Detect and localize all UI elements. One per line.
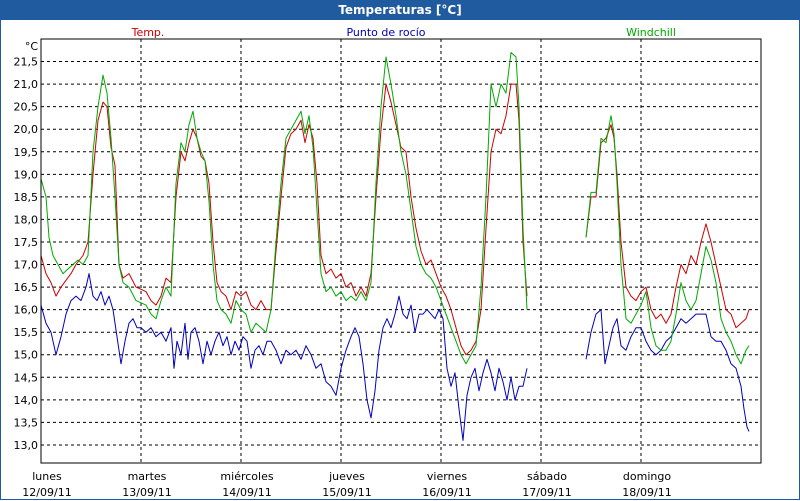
axis-labels: 13,0 13,5 14,0 14,5 15,0 15,5 16,0 16,5 17,0 17,5… [14, 40, 672, 499]
series-line-temp [585, 124, 750, 329]
y-tick-label: 18,5 [14, 191, 39, 204]
plot-frame [40, 38, 762, 464]
legend-dew-point: Punto de rocío [346, 26, 425, 39]
x-tick-date-label: 14/09/11 [222, 486, 271, 499]
x-tick-day-label: jueves [328, 470, 365, 483]
y-tick-label: 18,0 [14, 213, 39, 226]
y-tick-label: 15,5 [14, 326, 39, 339]
y-tick-label: 14,0 [14, 394, 39, 407]
series-lines [40, 52, 750, 441]
legend-windchill: Windchill [626, 26, 676, 39]
y-tick-label: 15,0 [14, 349, 39, 362]
x-tick-day-label: viernes [427, 470, 467, 483]
x-tick-date-label: 18/09/11 [622, 486, 671, 499]
series-line-windchill [40, 52, 528, 365]
x-tick-date-label: 16/09/11 [422, 486, 471, 499]
legend-temp: Temp. [131, 26, 165, 39]
x-tick-day-label: martes [128, 470, 167, 483]
x-tick-day-label: lunes [32, 470, 62, 483]
series-line-dew-point [585, 309, 750, 432]
series-line-temp [40, 83, 528, 356]
x-tick-day-label: domingo [623, 470, 671, 483]
y-tick-label: 21,0 [14, 78, 39, 91]
y-tick-label: 19,0 [14, 168, 39, 181]
y-tick-label: 19,5 [14, 146, 39, 159]
y-tick-label: 20,0 [14, 123, 39, 136]
x-tick-date-label: 15/09/11 [322, 486, 371, 499]
y-tick-label: 16,5 [14, 281, 39, 294]
x-tick-day-label: sábado [527, 470, 567, 483]
window-title: Temperaturas [°C] [1, 1, 799, 20]
series-line-dew-point [40, 273, 528, 441]
x-tick-date-label: 13/09/11 [122, 486, 171, 499]
legend: Temp. Punto de rocío Windchill [131, 26, 676, 39]
x-tick-date-label: 17/09/11 [522, 486, 571, 499]
grid [41, 39, 761, 463]
x-tick-date-label: 12/09/11 [22, 486, 71, 499]
y-tick-label: 20,5 [14, 101, 39, 114]
y-axis-unit-label: °C [25, 40, 39, 53]
y-tick-label: 13,0 [14, 439, 39, 452]
y-tick-label: 14,5 [14, 371, 39, 384]
x-tick-day-label: miércoles [220, 470, 273, 483]
series-line-windchill [585, 115, 750, 365]
y-tick-label: 16,0 [14, 304, 39, 317]
y-tick-label: 13,5 [14, 416, 39, 429]
y-tick-label: 17,5 [14, 236, 39, 249]
y-tick-label: 17,0 [14, 259, 39, 272]
y-tick-label: 21,5 [14, 56, 39, 69]
